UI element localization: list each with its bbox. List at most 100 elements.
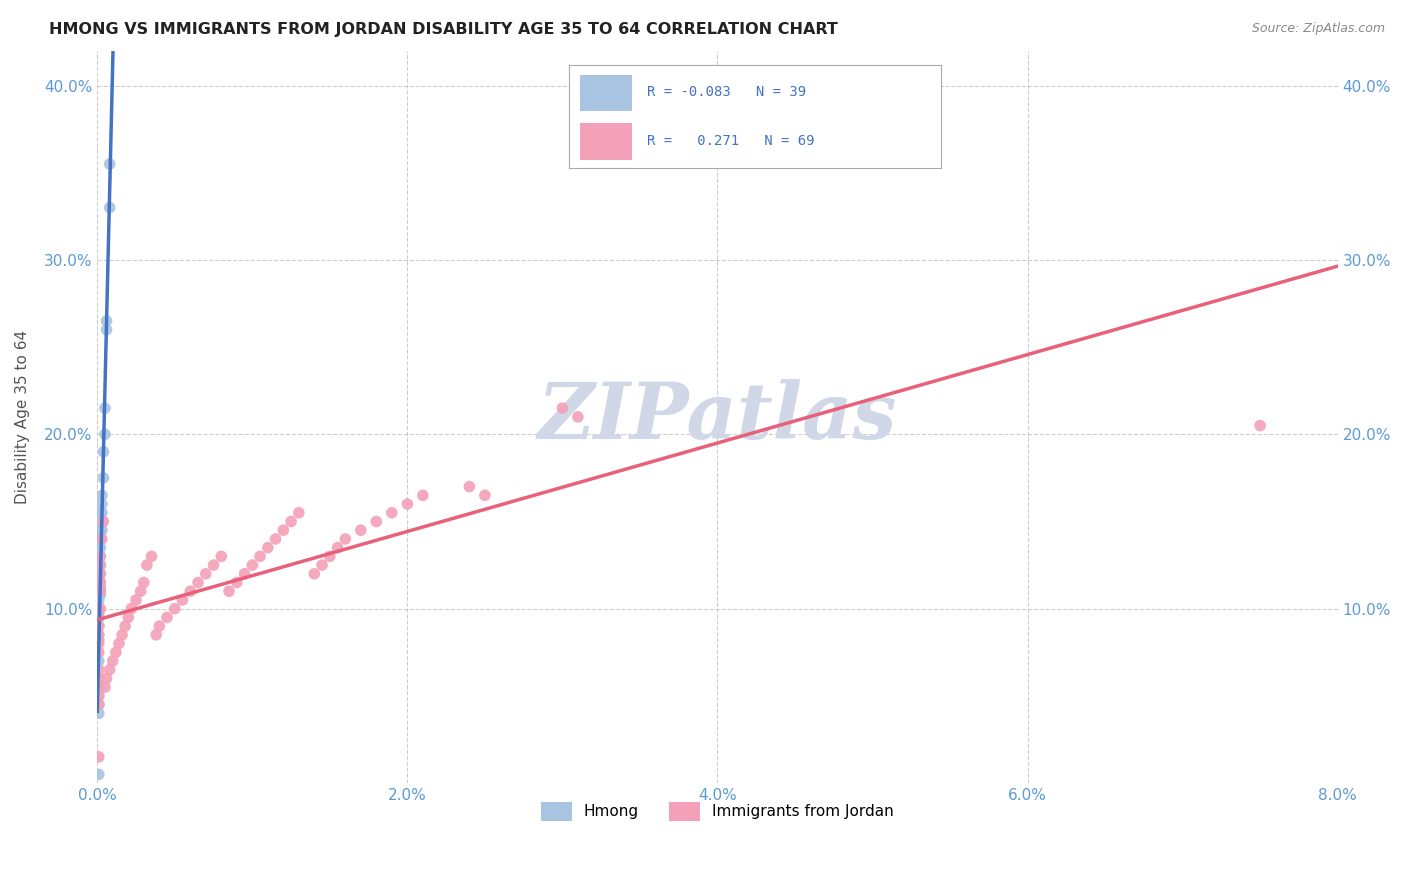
Point: [89, 549, 111, 564]
Point: [280, 515, 302, 529]
Point: [87, 680, 110, 694]
Legend: Hmong, Immigrants from Jordan: Hmong, Immigrants from Jordan: [534, 796, 900, 827]
Point: [114, 619, 136, 633]
Point: [474, 488, 496, 502]
Point: [89, 584, 111, 599]
Point: [350, 523, 373, 537]
Point: [87, 610, 110, 624]
Point: [87, 605, 110, 619]
Point: [108, 636, 131, 650]
Point: [87, 698, 110, 712]
Point: [141, 549, 163, 564]
Point: [96, 672, 118, 686]
Point: [87, 680, 110, 694]
Point: [551, 401, 574, 416]
Point: [458, 480, 481, 494]
Point: [87, 672, 110, 686]
Point: [319, 549, 342, 564]
Point: [90, 515, 112, 529]
Point: [89, 566, 111, 581]
Point: [209, 549, 232, 564]
Point: [89, 523, 111, 537]
Point: [98, 201, 121, 215]
Point: [194, 566, 217, 581]
Point: [145, 628, 167, 642]
Point: [87, 645, 110, 659]
Point: [89, 558, 111, 572]
Point: [87, 706, 110, 721]
Point: [567, 409, 589, 424]
Point: [104, 645, 127, 659]
Point: [89, 558, 111, 572]
Point: [179, 584, 201, 599]
Point: [187, 575, 209, 590]
Point: [93, 471, 115, 485]
Point: [1249, 418, 1271, 433]
Point: [89, 506, 111, 520]
Point: [89, 601, 111, 615]
Point: [87, 619, 110, 633]
Point: [87, 610, 110, 624]
Point: [288, 506, 311, 520]
Point: [87, 750, 110, 764]
Point: [89, 584, 111, 599]
Point: [90, 523, 112, 537]
Point: [89, 515, 111, 529]
Point: [89, 575, 111, 590]
Point: [90, 488, 112, 502]
Point: [271, 523, 294, 537]
Point: [87, 767, 110, 781]
Text: ZIPatlas: ZIPatlas: [537, 378, 897, 455]
Point: [96, 314, 118, 328]
Point: [366, 515, 388, 529]
Point: [335, 532, 357, 546]
Point: [87, 672, 110, 686]
Point: [304, 566, 326, 581]
Point: [87, 689, 110, 703]
Point: [225, 575, 247, 590]
Point: [256, 541, 278, 555]
Point: [87, 698, 110, 712]
Point: [135, 558, 157, 572]
Point: [156, 610, 179, 624]
Point: [89, 532, 111, 546]
Point: [101, 654, 124, 668]
Point: [93, 515, 115, 529]
Point: [202, 558, 225, 572]
Point: [87, 654, 110, 668]
Point: [94, 401, 117, 416]
Point: [396, 497, 419, 511]
Point: [87, 628, 110, 642]
Point: [89, 575, 111, 590]
Point: [90, 506, 112, 520]
Point: [94, 427, 117, 442]
Point: [87, 601, 110, 615]
Point: [98, 157, 121, 171]
Point: [132, 575, 155, 590]
Point: [381, 506, 404, 520]
Point: [129, 584, 152, 599]
Point: [148, 619, 170, 633]
Point: [90, 532, 112, 546]
Point: [87, 689, 110, 703]
Y-axis label: Disability Age 35 to 64: Disability Age 35 to 64: [15, 330, 30, 504]
Text: Source: ZipAtlas.com: Source: ZipAtlas.com: [1251, 22, 1385, 36]
Point: [163, 601, 186, 615]
Point: [87, 636, 110, 650]
Point: [93, 444, 115, 458]
Point: [120, 601, 142, 615]
Point: [90, 497, 112, 511]
Point: [87, 619, 110, 633]
Point: [98, 663, 121, 677]
Point: [87, 628, 110, 642]
Point: [326, 541, 349, 555]
Point: [89, 581, 111, 595]
Point: [87, 633, 110, 648]
Point: [264, 532, 287, 546]
Point: [89, 541, 111, 555]
Point: [87, 593, 110, 607]
Point: [233, 566, 256, 581]
Point: [89, 566, 111, 581]
Point: [96, 323, 118, 337]
Point: [125, 593, 148, 607]
